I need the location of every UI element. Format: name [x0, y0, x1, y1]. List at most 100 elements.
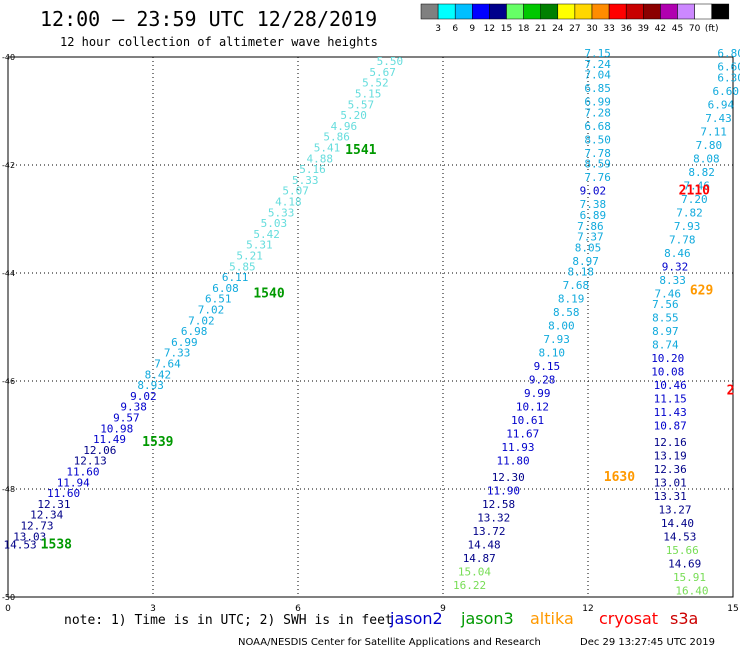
wave-height-point: 8.10	[539, 347, 566, 360]
wave-height-point: 7.68	[563, 279, 590, 292]
legend-label: 42	[655, 24, 666, 34]
wave-height-point: 14.40	[661, 517, 694, 530]
wave-height-point: 7.64	[154, 358, 181, 371]
track-labels: 1538 1539 1540 1541 1630 629 2110 2	[41, 143, 735, 552]
y-tick-label: -46	[2, 377, 15, 386]
plot-border	[7, 56, 734, 598]
wave-height-point: 7.02	[198, 304, 225, 317]
legend-label: 6	[452, 24, 458, 34]
wave-height-point: 13.19	[654, 449, 687, 462]
wave-height-point: 5.67	[369, 66, 396, 79]
wave-height-point: 6.11	[222, 271, 249, 284]
wave-height-point: 5.50	[377, 55, 404, 68]
wave-height-point: 9.15	[534, 360, 561, 373]
wave-height-point: 12.30	[492, 471, 525, 484]
legend-swatch	[694, 3, 712, 20]
wave-height-point: 5.31	[246, 239, 273, 252]
wave-height-point: 14.53	[4, 538, 37, 551]
satellite-name: cryosat	[599, 609, 658, 628]
legend-swatch	[437, 3, 456, 20]
wave-height-point: 8.46	[664, 247, 691, 260]
track-label: 1538	[41, 537, 72, 552]
wave-height-point: 8.93	[137, 379, 164, 392]
wave-height-point: 13.03	[13, 530, 46, 543]
wave-height-point: 8.19	[558, 293, 585, 306]
legend-label: 70	[689, 24, 701, 34]
legend-label: 3	[435, 24, 441, 34]
wave-height-point: 13.32	[477, 511, 510, 524]
wave-height-point: 15.91	[673, 571, 706, 584]
wave-height-point: 5.41	[314, 142, 341, 155]
wave-height-point: 6.51	[205, 293, 232, 306]
data-points: 14.5313.0312.7312.3412.3111.6011.9411.60…	[4, 47, 740, 597]
wave-height-point: 5.33	[268, 206, 295, 219]
track-label: 1539	[142, 435, 173, 450]
track-label: 1541	[345, 143, 376, 158]
legend-swatch	[454, 3, 473, 20]
y-tick-label: -48	[2, 485, 15, 494]
wave-height-point: 7.78	[669, 233, 696, 246]
wave-height-point: 7.24	[584, 58, 611, 71]
wave-height-point: 11.80	[497, 455, 530, 468]
legend-label: 33	[603, 24, 614, 34]
wave-height-point: 7.56	[652, 298, 679, 311]
wave-height-point: 12.06	[83, 444, 116, 457]
footer-timestamp: Dec 29 13:27:45 UTC 2019	[580, 637, 715, 648]
wave-height-point: 7.02	[188, 314, 215, 327]
wave-height-point: 13.72	[472, 525, 505, 538]
wave-height-point: 7.46	[655, 287, 682, 300]
wave-height-point: 4.18	[275, 196, 302, 209]
legend-swatch	[540, 3, 559, 20]
wave-height-point: 16.22	[453, 579, 486, 592]
wave-height-point: 6.60	[713, 85, 740, 98]
wave-height-point: 10.12	[516, 401, 549, 414]
wave-height-point: 8.59	[584, 158, 611, 171]
wave-height-point: 5.16	[299, 163, 326, 176]
wave-height-point: 8.08	[693, 152, 720, 165]
wave-height-point: 8.05	[575, 241, 602, 254]
satellite-name: jason3	[460, 609, 514, 628]
wave-height-point: 6.99	[584, 96, 611, 109]
y-tick-label: -50	[2, 593, 15, 602]
wave-height-point: 12.31	[37, 498, 70, 511]
wave-height-point: 10.08	[651, 366, 684, 379]
track-label: 2	[727, 384, 735, 399]
legend-label: 39	[638, 24, 650, 34]
wave-height-point: 12.34	[30, 509, 63, 522]
legend-swatch	[711, 3, 730, 20]
legend-swatch	[591, 3, 610, 20]
wave-height-point: 9.32	[662, 260, 689, 273]
wave-height-point: 6.68	[584, 120, 611, 133]
legend-swatch	[574, 3, 593, 20]
wave-height-point: 5.85	[229, 260, 256, 273]
wave-height-point: 11.94	[57, 476, 90, 489]
legend-swatch	[489, 3, 507, 20]
wave-height-point: 12.13	[74, 455, 107, 468]
legend-label: 15	[501, 24, 512, 34]
color-legend: 3 6 9 12 15 18 21 24 27 30 33 36 39 42 45 70 (ft)	[420, 3, 730, 34]
legend-label: 21	[535, 24, 546, 34]
wave-height-point: 7.80	[696, 139, 723, 152]
legend-swatch	[625, 3, 644, 20]
wave-height-point: 5.03	[261, 217, 288, 230]
wave-height-point: 10.46	[654, 379, 687, 392]
legend-swatch	[420, 3, 439, 20]
legend-swatch	[660, 3, 678, 20]
legend-swatch	[677, 3, 695, 20]
satellite-name: altika	[530, 609, 574, 628]
track-label: 1630	[604, 470, 635, 485]
satellite-name: s3a	[670, 609, 698, 628]
wave-height-point: 12.58	[482, 498, 515, 511]
wave-height-point: 6.99	[171, 336, 198, 349]
legend-label: 18	[518, 24, 530, 34]
legend-label: 9	[469, 24, 475, 34]
wave-height-point: 7.46	[684, 179, 711, 192]
wave-height-point: 8.55	[652, 312, 679, 325]
wave-height-point: 8.33	[659, 274, 686, 287]
wave-height-point: 7.78	[584, 147, 611, 160]
track-label: 1540	[253, 286, 284, 301]
axis-ticks: 0 3 6 9 12 15 -40 -42 -44 -46 -48 -50	[2, 53, 739, 614]
satellite-name: jason2	[389, 609, 443, 628]
wave-height-point: 6.08	[212, 282, 239, 295]
wave-height-point: 8.97	[572, 255, 599, 268]
